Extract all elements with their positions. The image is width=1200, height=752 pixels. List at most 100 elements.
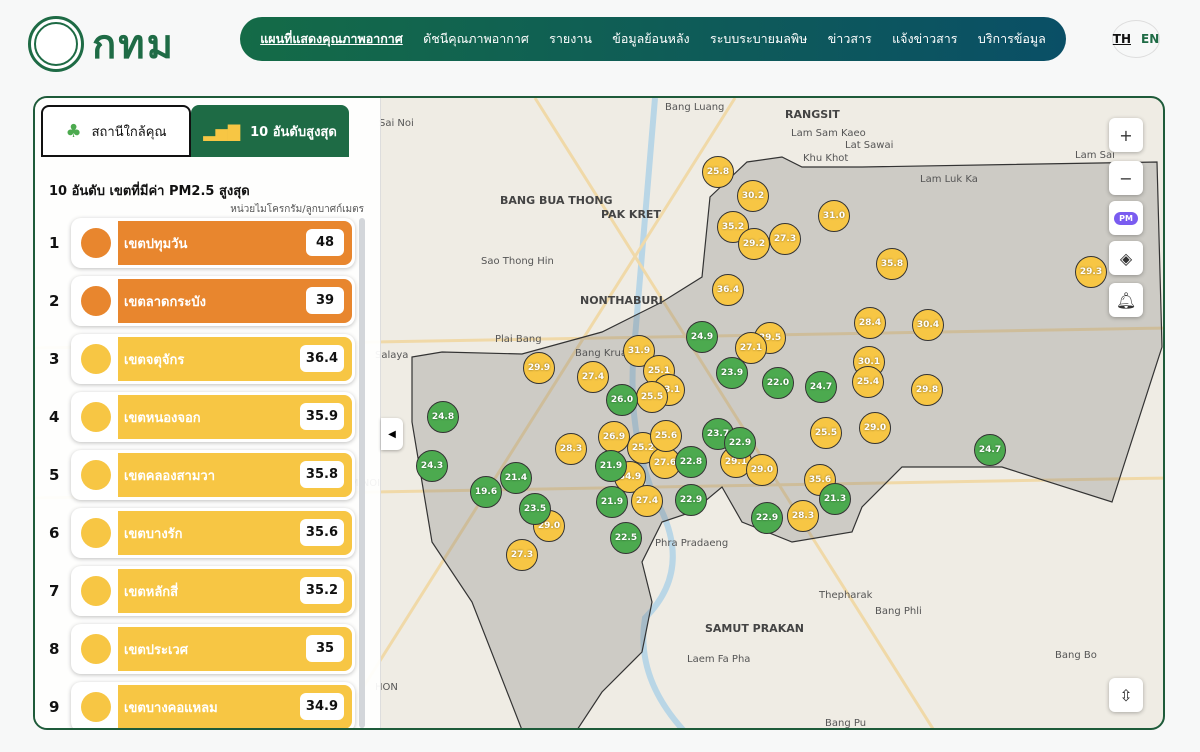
district-name: เขตลาดกระบัง: [124, 294, 206, 310]
bma-logo[interactable]: กทม: [28, 12, 175, 76]
ranking-item[interactable]: เขตคลองสามวา 35.8: [71, 450, 355, 500]
station-marker[interactable]: 23.9: [716, 357, 748, 389]
station-marker[interactable]: 22.9: [724, 427, 756, 459]
station-marker[interactable]: 28.3: [787, 500, 819, 532]
rank-number: 4: [49, 408, 60, 426]
ranking-item[interactable]: เขตจตุจักร 36.4: [71, 334, 355, 384]
station-marker[interactable]: 23.5: [519, 493, 551, 525]
ranking-item[interactable]: เขตหลักสี่ 35.2: [71, 566, 355, 616]
station-marker[interactable]: 27.1: [735, 332, 767, 364]
map-place-label: Bang Kruai: [575, 348, 630, 359]
map-place-label: Bang Bo: [1055, 650, 1097, 661]
ranking-item[interactable]: เขตบางรัก 35.6: [71, 508, 355, 558]
map-place-label: SAMUT PRAKAN: [705, 622, 804, 635]
nav-announce[interactable]: แจ้งข่าวสาร: [892, 31, 958, 46]
station-marker[interactable]: 27.4: [577, 361, 609, 393]
nav-news[interactable]: ข่าวสาร: [827, 31, 872, 46]
pm25-value: 34.9: [299, 693, 344, 720]
ranking-panel: ♣ สถานีใกล้คุณ ▂▅▇ 10 อันดับสูงสุด 10 อั…: [35, 98, 381, 728]
station-marker[interactable]: 29.8: [911, 374, 943, 406]
nav-report[interactable]: รายงาน: [549, 31, 592, 46]
ranking-item[interactable]: เขตหนองจอก 35.9: [71, 392, 355, 442]
map[interactable]: Bang Luang RANGSIT Sai Noi Lam Sam Kaeo Lat …: [33, 96, 1165, 730]
bma-seal-icon: [28, 16, 84, 72]
station-marker[interactable]: 29.0: [859, 412, 891, 444]
collapse-panel-button[interactable]: ◀: [381, 418, 403, 450]
tab-top-10[interactable]: ▂▅▇ 10 อันดับสูงสุด: [191, 105, 349, 157]
bar-chart-icon: ▂▅▇: [203, 121, 241, 141]
ranking-item[interactable]: เขตบางคอแหลม 34.9: [71, 682, 355, 728]
station-marker[interactable]: 36.4: [712, 274, 744, 306]
lang-en[interactable]: EN: [1141, 32, 1160, 46]
pm25-value: 36.4: [299, 345, 344, 372]
station-marker[interactable]: 19.6: [470, 476, 502, 508]
layers-button[interactable]: ◈: [1109, 241, 1143, 275]
station-marker[interactable]: 21.3: [819, 483, 851, 515]
station-marker[interactable]: 29.3: [1075, 256, 1107, 288]
map-place-label: Plai Bang: [495, 334, 542, 345]
station-marker[interactable]: 22.8: [675, 446, 707, 478]
ranking-item[interactable]: เขตลาดกระบัง 39: [71, 276, 355, 326]
nav-aqi[interactable]: ดัชนีคุณภาพอากาศ: [423, 31, 529, 46]
district-name: เขตบางคอแหลม: [124, 700, 218, 716]
station-marker[interactable]: 24.7: [805, 371, 837, 403]
station-marker[interactable]: 35.8: [876, 248, 908, 280]
station-marker[interactable]: 22.5: [610, 522, 642, 554]
station-marker[interactable]: 29.0: [746, 454, 778, 486]
station-marker[interactable]: 25.6: [650, 420, 682, 452]
station-marker[interactable]: 30.4: [912, 309, 944, 341]
nav-emission[interactable]: ระบบระบายมลพิษ: [710, 31, 808, 46]
station-marker[interactable]: 28.4: [854, 307, 886, 339]
map-place-label: Lam Sam Kaeo: [791, 128, 866, 139]
station-marker[interactable]: 27.4: [631, 485, 663, 517]
station-marker[interactable]: 29.9: [523, 352, 555, 384]
station-marker[interactable]: 24.3: [416, 450, 448, 482]
nav-air-quality-map[interactable]: แผนที่แสดงคุณภาพอากาศ: [260, 31, 403, 46]
station-marker[interactable]: 28.3: [555, 433, 587, 465]
mask-face-icon: [74, 279, 118, 323]
station-marker[interactable]: 29.2: [738, 228, 770, 260]
station-marker[interactable]: 25.8: [702, 156, 734, 188]
neutral-face-icon: [74, 337, 118, 381]
station-marker[interactable]: 24.7: [974, 434, 1006, 466]
logo-text: กทม: [92, 22, 175, 68]
station-marker[interactable]: 24.9: [686, 321, 718, 353]
district-name: เขตหลักสี่: [124, 584, 179, 600]
map-place-label: NONTHABURI: [580, 294, 663, 307]
station-marker[interactable]: 26.0: [606, 384, 638, 416]
rank-number: 5: [49, 466, 60, 484]
station-marker[interactable]: 27.3: [769, 223, 801, 255]
station-marker[interactable]: 22.0: [762, 367, 794, 399]
station-marker[interactable]: 22.9: [675, 484, 707, 516]
station-marker[interactable]: 21.9: [596, 486, 628, 518]
notification-button[interactable]: 🔔︎: [1109, 283, 1143, 317]
station-marker[interactable]: 30.2: [737, 180, 769, 212]
station-marker[interactable]: 21.9: [595, 450, 627, 482]
station-marker[interactable]: 31.0: [818, 200, 850, 232]
tab-nearby-stations[interactable]: ♣ สถานีใกล้คุณ: [41, 105, 191, 157]
station-marker[interactable]: 25.4: [852, 366, 884, 398]
ranking-item[interactable]: เขตประเวศ 35: [71, 624, 355, 674]
station-marker[interactable]: 24.8: [427, 401, 459, 433]
nav-history[interactable]: ข้อมูลย้อนหลัง: [612, 31, 690, 46]
scrollbar[interactable]: [359, 218, 365, 728]
rank-number: 2: [49, 292, 60, 310]
pm25-value: 35.9: [299, 403, 344, 430]
nav-data-service[interactable]: บริการข้อมูล: [977, 31, 1046, 46]
pm-toggle-button[interactable]: PM: [1109, 201, 1143, 235]
station-marker[interactable]: 22.9: [751, 502, 783, 534]
station-marker[interactable]: 21.4: [500, 462, 532, 494]
station-marker[interactable]: 25.5: [810, 417, 842, 449]
district-name: เขตบางรัก: [124, 526, 183, 542]
station-marker[interactable]: 27.3: [506, 539, 538, 571]
ranking-item[interactable]: เขตปทุมวัน 48: [71, 218, 355, 268]
station-marker[interactable]: 25.5: [636, 381, 668, 413]
bangkok-boundary: [411, 156, 1163, 728]
zoom-in-button[interactable]: +: [1109, 118, 1143, 152]
compass-button[interactable]: ⇳: [1109, 678, 1143, 712]
zoom-out-button[interactable]: −: [1109, 161, 1143, 195]
map-place-label: BANG BUA THONG: [500, 194, 613, 207]
lang-th[interactable]: TH: [1112, 32, 1131, 46]
tree-location-icon: ♣: [65, 120, 82, 142]
station-marker[interactable]: 26.9: [598, 421, 630, 453]
